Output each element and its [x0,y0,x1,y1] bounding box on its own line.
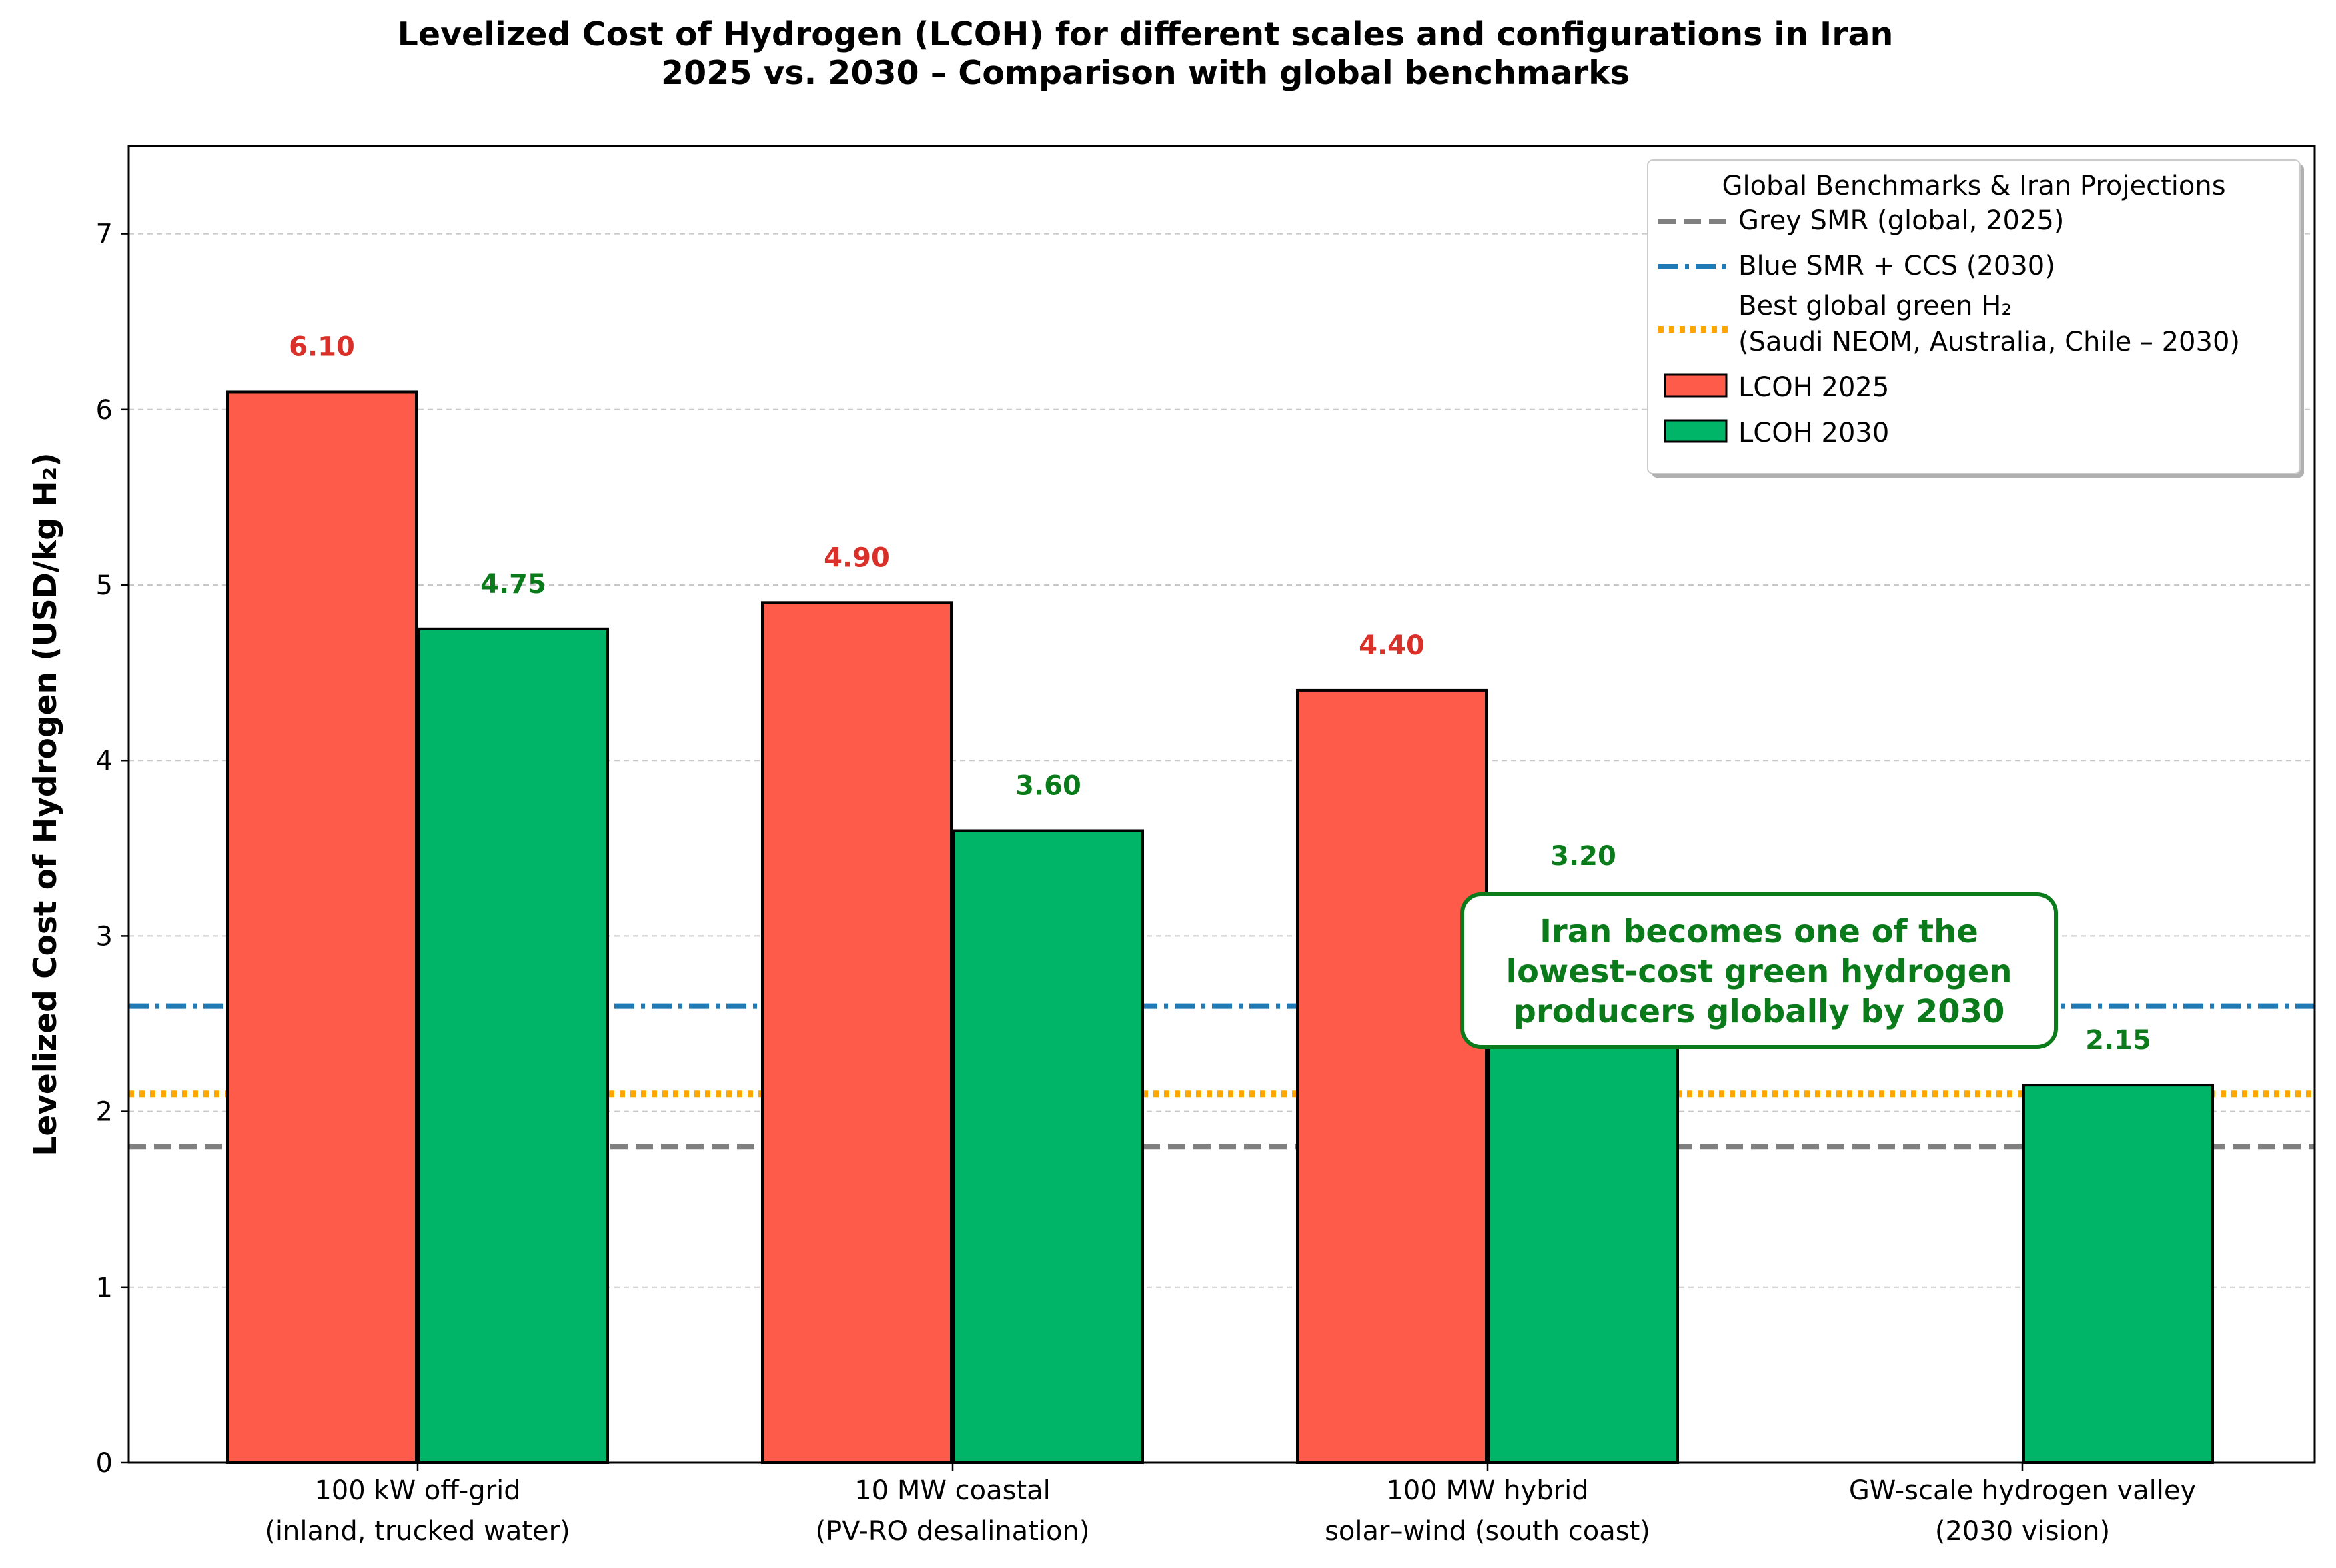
value-label: 3.60 [1015,770,1081,801]
bar-2030-3 [2022,1084,2214,1464]
legend-entry-best-global-green: (Saudi NEOM, Australia, Chile – 2030) [1738,327,2240,357]
legend-entry-lcoh-2030-swatch [1664,419,1728,443]
y-tick-label: 0 [96,1448,113,1479]
x-tick-label: 100 MW hybrid [1386,1475,1588,1506]
x-tick-label: solar–wind (south coast) [1325,1516,1650,1547]
y-tick-label: 7 [96,219,113,250]
annotation-text-line: producers globally by 2030 [1514,993,2005,1030]
legend-entry-best-global-green: Best global green H₂ [1738,291,2012,321]
bar-2030-1 [953,829,1144,1464]
value-label: 4.75 [480,569,546,600]
value-label: 2.15 [2085,1025,2151,1056]
x-tick-label: (2030 vision) [1935,1516,2110,1547]
bar-2025-2 [1296,688,1488,1464]
value-label: 4.90 [824,542,890,573]
x-tick-label: (PV-RO desalination) [816,1516,1090,1547]
legend-entry-blue-smr-ccs: Blue SMR + CCS (2030) [1738,251,2055,281]
x-tick-label: (inland, trucked water) [265,1516,570,1547]
y-tick-label: 6 [96,395,113,426]
legend-entry-lcoh-2030: LCOH 2030 [1738,418,1889,448]
bar-2030-0 [418,627,609,1464]
bar-2025-0 [226,390,418,1464]
value-label: 6.10 [289,331,355,362]
y-tick-label: 4 [96,746,113,776]
bar-2025-1 [761,601,953,1465]
legend-entry-grey-smr: Grey SMR (global, 2025) [1738,205,2064,236]
y-tick-label: 1 [96,1273,113,1303]
y-tick-label: 5 [96,570,113,601]
value-label: 3.20 [1550,841,1616,872]
legend-title: Global Benchmarks & Iran Projections [1722,171,2225,201]
plot-frame [127,145,2316,1464]
y-tick-label: 2 [96,1097,113,1128]
annotation-text-line: lowest-cost green hydrogen [1506,953,2012,990]
chart-title-line: 2025 vs. 2030 – Comparison with global b… [661,54,1630,92]
annotation-text-line: Iran becomes one of the [1540,913,1978,950]
x-tick-label: 100 kW off-grid [314,1475,520,1506]
x-tick-label: 10 MW coastal [854,1475,1051,1506]
annotation-box [1460,892,2058,1049]
legend-entry-lcoh-2025: LCOH 2025 [1738,372,1889,403]
value-label: 4.40 [1359,630,1425,661]
legend-box [1647,159,2301,474]
y-axis-label: Levelized Cost of Hydrogen (USD/kg H₂) [27,452,64,1156]
chart-title-line: Levelized Cost of Hydrogen (LCOH) for di… [398,15,1894,53]
legend-entry-lcoh-2025-swatch [1664,373,1728,398]
x-tick-label: GW-scale hydrogen valley [1849,1475,2196,1506]
y-tick-label: 3 [96,921,113,952]
